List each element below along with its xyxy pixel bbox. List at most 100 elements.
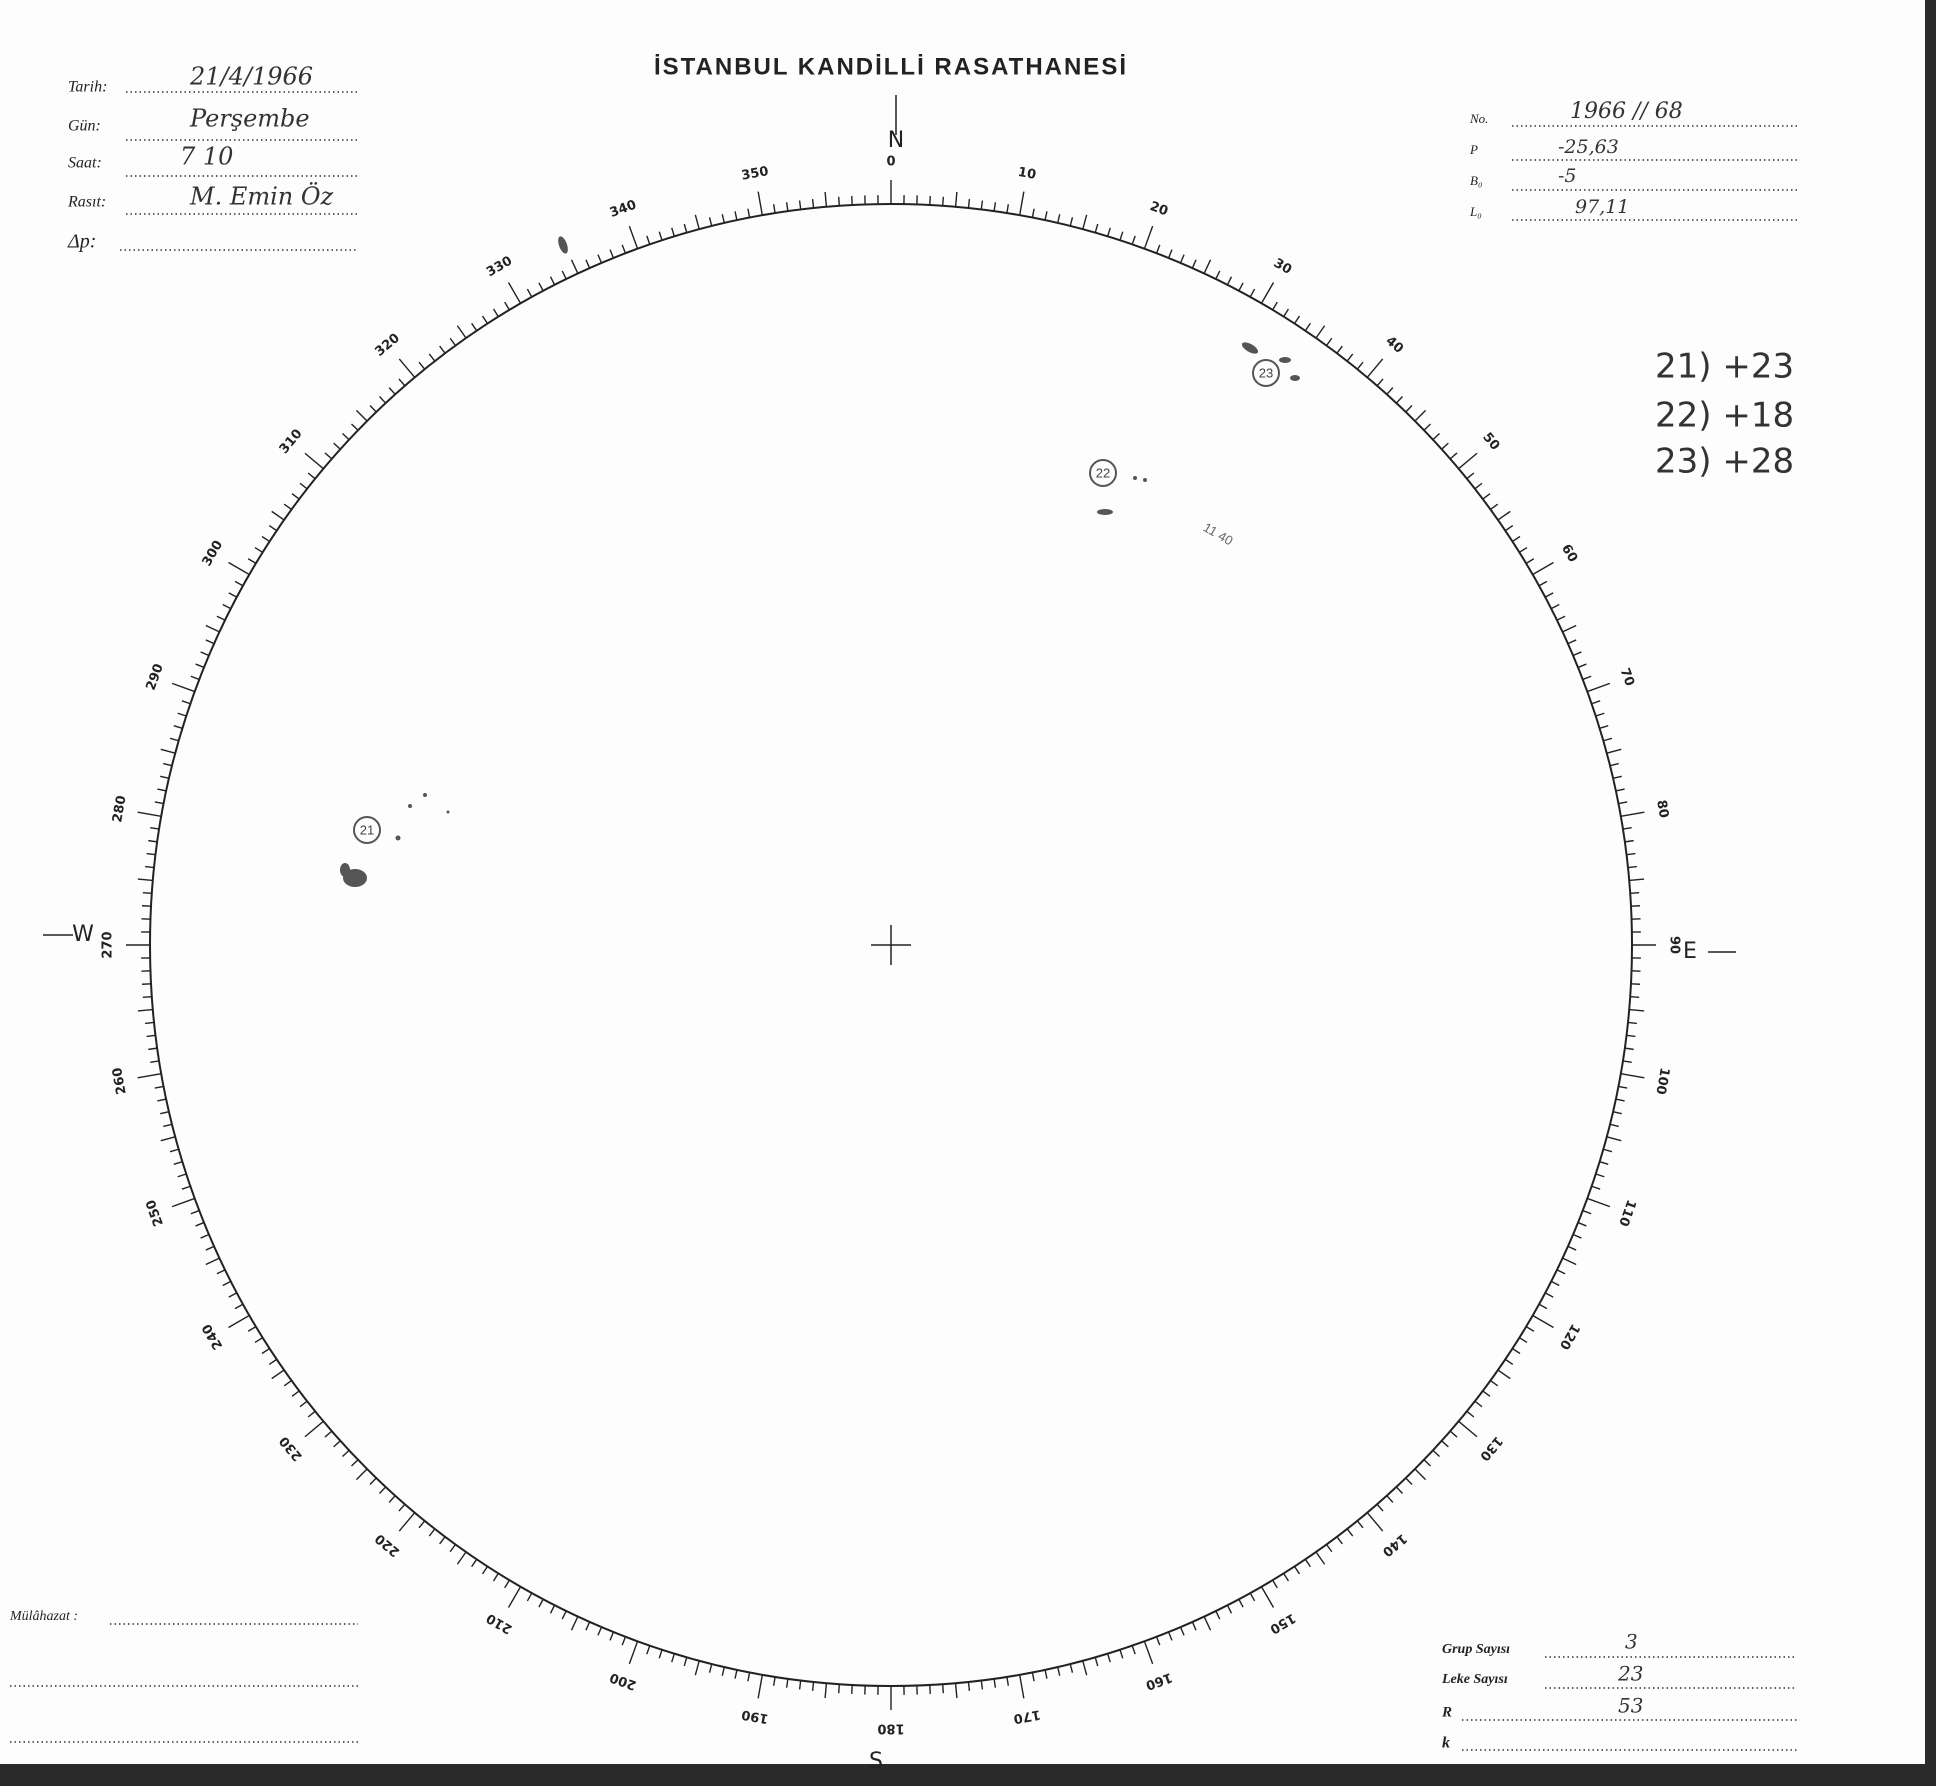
dial-tick [1577,663,1587,669]
dial-tick [1626,1034,1636,1038]
dial-tick [1449,1430,1458,1438]
dial-tick [355,409,368,422]
dial-tick [481,315,489,324]
dial-tick [1497,1369,1511,1380]
dial-tick [646,1645,651,1655]
dial-tick [369,405,377,413]
dial-tick [1395,1486,1404,1494]
dial-tick [646,235,651,245]
dial-tick [324,1430,333,1438]
dial-tick [1423,423,1431,431]
field-label: No. [1469,111,1488,126]
dial-tick [1595,712,1605,717]
dial-tick [1441,442,1449,450]
dial-tick [1131,1645,1136,1655]
dial-tick [1094,223,1099,233]
dial-tick [1346,1528,1354,1537]
dial-tick [721,1666,725,1676]
dial-tick [1519,546,1528,553]
group-circle [1089,459,1117,487]
dial-tick [1599,1160,1609,1165]
dial-tick [609,249,615,259]
dial-tick [369,1477,377,1485]
dial-tick [1525,1326,1535,1332]
dial-tick [734,211,738,221]
dial-tick [1620,1072,1645,1079]
dial-tick [1044,1669,1048,1679]
dial-tick [439,1536,446,1545]
dial-tick [757,191,764,216]
dial-tick [137,1072,162,1079]
dial-tick [1556,1269,1566,1275]
sunspot [1097,509,1113,515]
sunspot [395,835,401,841]
group-label: 23 [1259,365,1273,380]
dial-label: 170 [1012,1706,1041,1725]
dial-tick [428,353,436,362]
dial-tick [1031,1672,1035,1682]
cardinal-label: S [869,1749,883,1774]
dial-tick [492,1573,499,1582]
summary: Grup Sayısı 3 Leke Sayısı 23 R 53 k [1441,1630,1797,1752]
dial-tick [1203,259,1212,274]
dial-tick [824,191,828,207]
dial-tick [597,254,603,264]
dial-tick [1191,259,1197,269]
field-value: 1966 // 68 [1570,99,1683,124]
dial-tick [1143,225,1154,249]
dial-tick [1272,1579,1278,1589]
dial-tick [148,1047,158,1051]
dial-tick [785,1678,789,1688]
dial-tick [504,1579,510,1589]
dial-label: 0 [886,155,895,170]
dial-tick [1304,322,1311,332]
dial-tick [1482,1390,1491,1397]
dial-tick [1106,227,1111,237]
sunspot [423,793,427,797]
dial-tick [1006,204,1010,214]
dial-tick [456,325,467,339]
dial-tick [1629,878,1645,882]
dial-tick [1155,1636,1161,1646]
dial-tick [137,1008,153,1012]
dial-tick [549,1604,556,1614]
dial-tick [570,1616,579,1631]
dial-tick [837,196,841,206]
dial-tick [1490,503,1499,511]
dial-tick [1057,1666,1061,1676]
dial-tick [1315,1551,1326,1565]
dial-tick [169,737,179,742]
field-value: -5 [1558,165,1577,187]
dial-tick [181,700,191,705]
dial-tick [200,1233,210,1239]
dial-tick [299,1400,308,1408]
left-fields: Tarih: 21/4/1966 Gün: Perşembe Saat: 7 1… [67,63,358,253]
dial-tick [268,1358,278,1365]
summary-value: 3 [1625,1630,1638,1654]
dial-tick [772,204,776,214]
dial-tick [1249,288,1256,298]
dial-tick [1474,482,1483,490]
dial-label: 70 [1617,666,1637,688]
dial-tick [222,1280,232,1287]
field-label: Rasıt: [67,194,106,211]
dial-tick [1587,682,1611,693]
dial-tick [181,1185,191,1190]
dial-tick [492,308,499,317]
dial-tick [1624,1047,1634,1051]
dial-tick [941,1684,945,1694]
dial-tick [1405,1477,1413,1485]
dial-tick [304,1420,324,1438]
dial-tick [1591,700,1601,705]
dial-tick [1532,561,1554,576]
dial-tick [1386,387,1394,395]
dial-tick [333,1440,341,1448]
dial-tick [398,1503,406,1512]
dial-tick [234,580,244,587]
dial-tick [1143,1641,1154,1665]
dial-tick [1215,270,1221,280]
dial-tick [351,1459,359,1467]
dial-tick [190,1209,200,1215]
dial-tick [1432,1449,1440,1458]
dial-tick [1432,432,1440,441]
